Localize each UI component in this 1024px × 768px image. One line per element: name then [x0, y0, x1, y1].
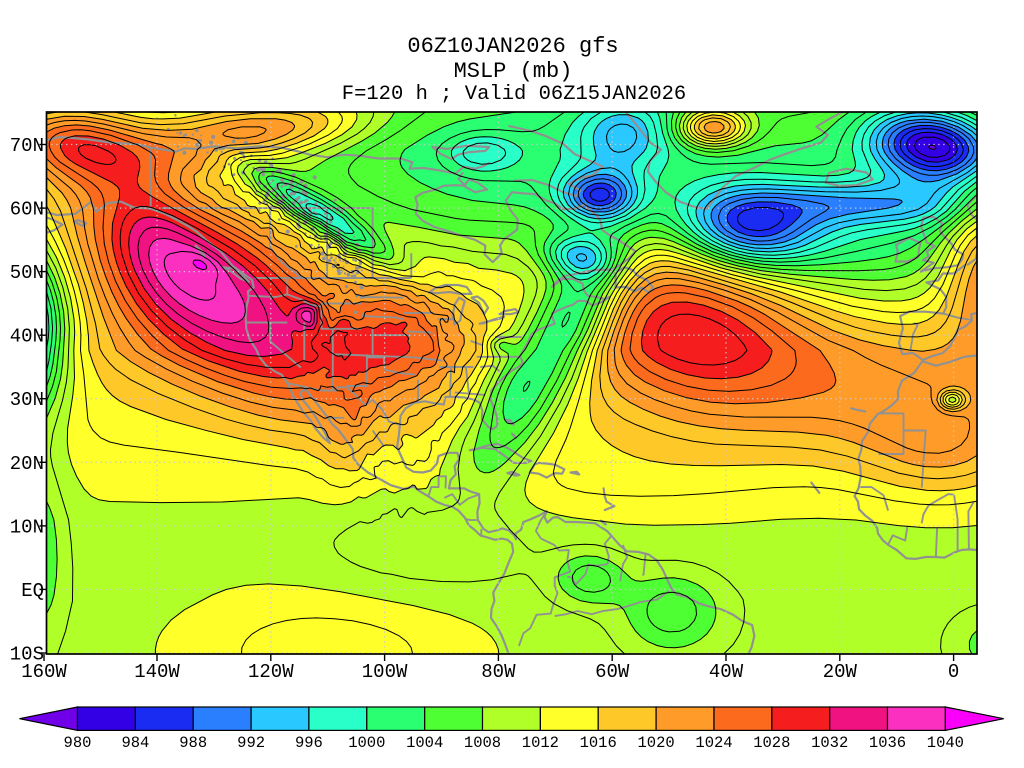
svg-text:988: 988 [179, 734, 207, 752]
svg-text:992: 992 [237, 734, 265, 752]
svg-text:50N: 50N [10, 262, 44, 284]
svg-text:160W: 160W [21, 661, 67, 683]
svg-text:984: 984 [121, 734, 149, 752]
svg-text:1036: 1036 [869, 734, 906, 752]
svg-text:10N: 10N [10, 516, 44, 538]
svg-text:1032: 1032 [811, 734, 848, 752]
svg-text:10S: 10S [10, 644, 44, 666]
svg-text:EQ: EQ [21, 580, 44, 602]
svg-text:F=120 h ; Valid 06Z15JAN2026: F=120 h ; Valid 06Z15JAN2026 [342, 83, 686, 106]
svg-text:MSLP (mb): MSLP (mb) [454, 59, 573, 84]
svg-text:80W: 80W [481, 661, 516, 683]
svg-text:60W: 60W [595, 661, 630, 683]
svg-text:980: 980 [64, 734, 92, 752]
svg-text:1024: 1024 [695, 734, 732, 752]
svg-text:40W: 40W [709, 661, 744, 683]
svg-text:06Z10JAN2026 gfs: 06Z10JAN2026 gfs [407, 34, 618, 59]
svg-text:1000: 1000 [348, 734, 385, 752]
svg-text:1040: 1040 [927, 734, 964, 752]
svg-text:70N: 70N [10, 135, 44, 157]
svg-text:140W: 140W [134, 661, 180, 683]
svg-text:120W: 120W [248, 661, 294, 683]
svg-text:20N: 20N [10, 453, 44, 475]
svg-text:20W: 20W [823, 661, 858, 683]
svg-text:40N: 40N [10, 326, 44, 348]
svg-text:100W: 100W [362, 661, 408, 683]
svg-text:1020: 1020 [637, 734, 674, 752]
svg-text:1004: 1004 [406, 734, 443, 752]
svg-text:1028: 1028 [753, 734, 790, 752]
svg-text:0: 0 [948, 661, 959, 683]
svg-text:1008: 1008 [464, 734, 501, 752]
svg-text:60N: 60N [10, 199, 44, 221]
svg-text:996: 996 [295, 734, 323, 752]
svg-text:1016: 1016 [580, 734, 617, 752]
svg-text:1012: 1012 [522, 734, 559, 752]
svg-text:30N: 30N [10, 389, 44, 411]
